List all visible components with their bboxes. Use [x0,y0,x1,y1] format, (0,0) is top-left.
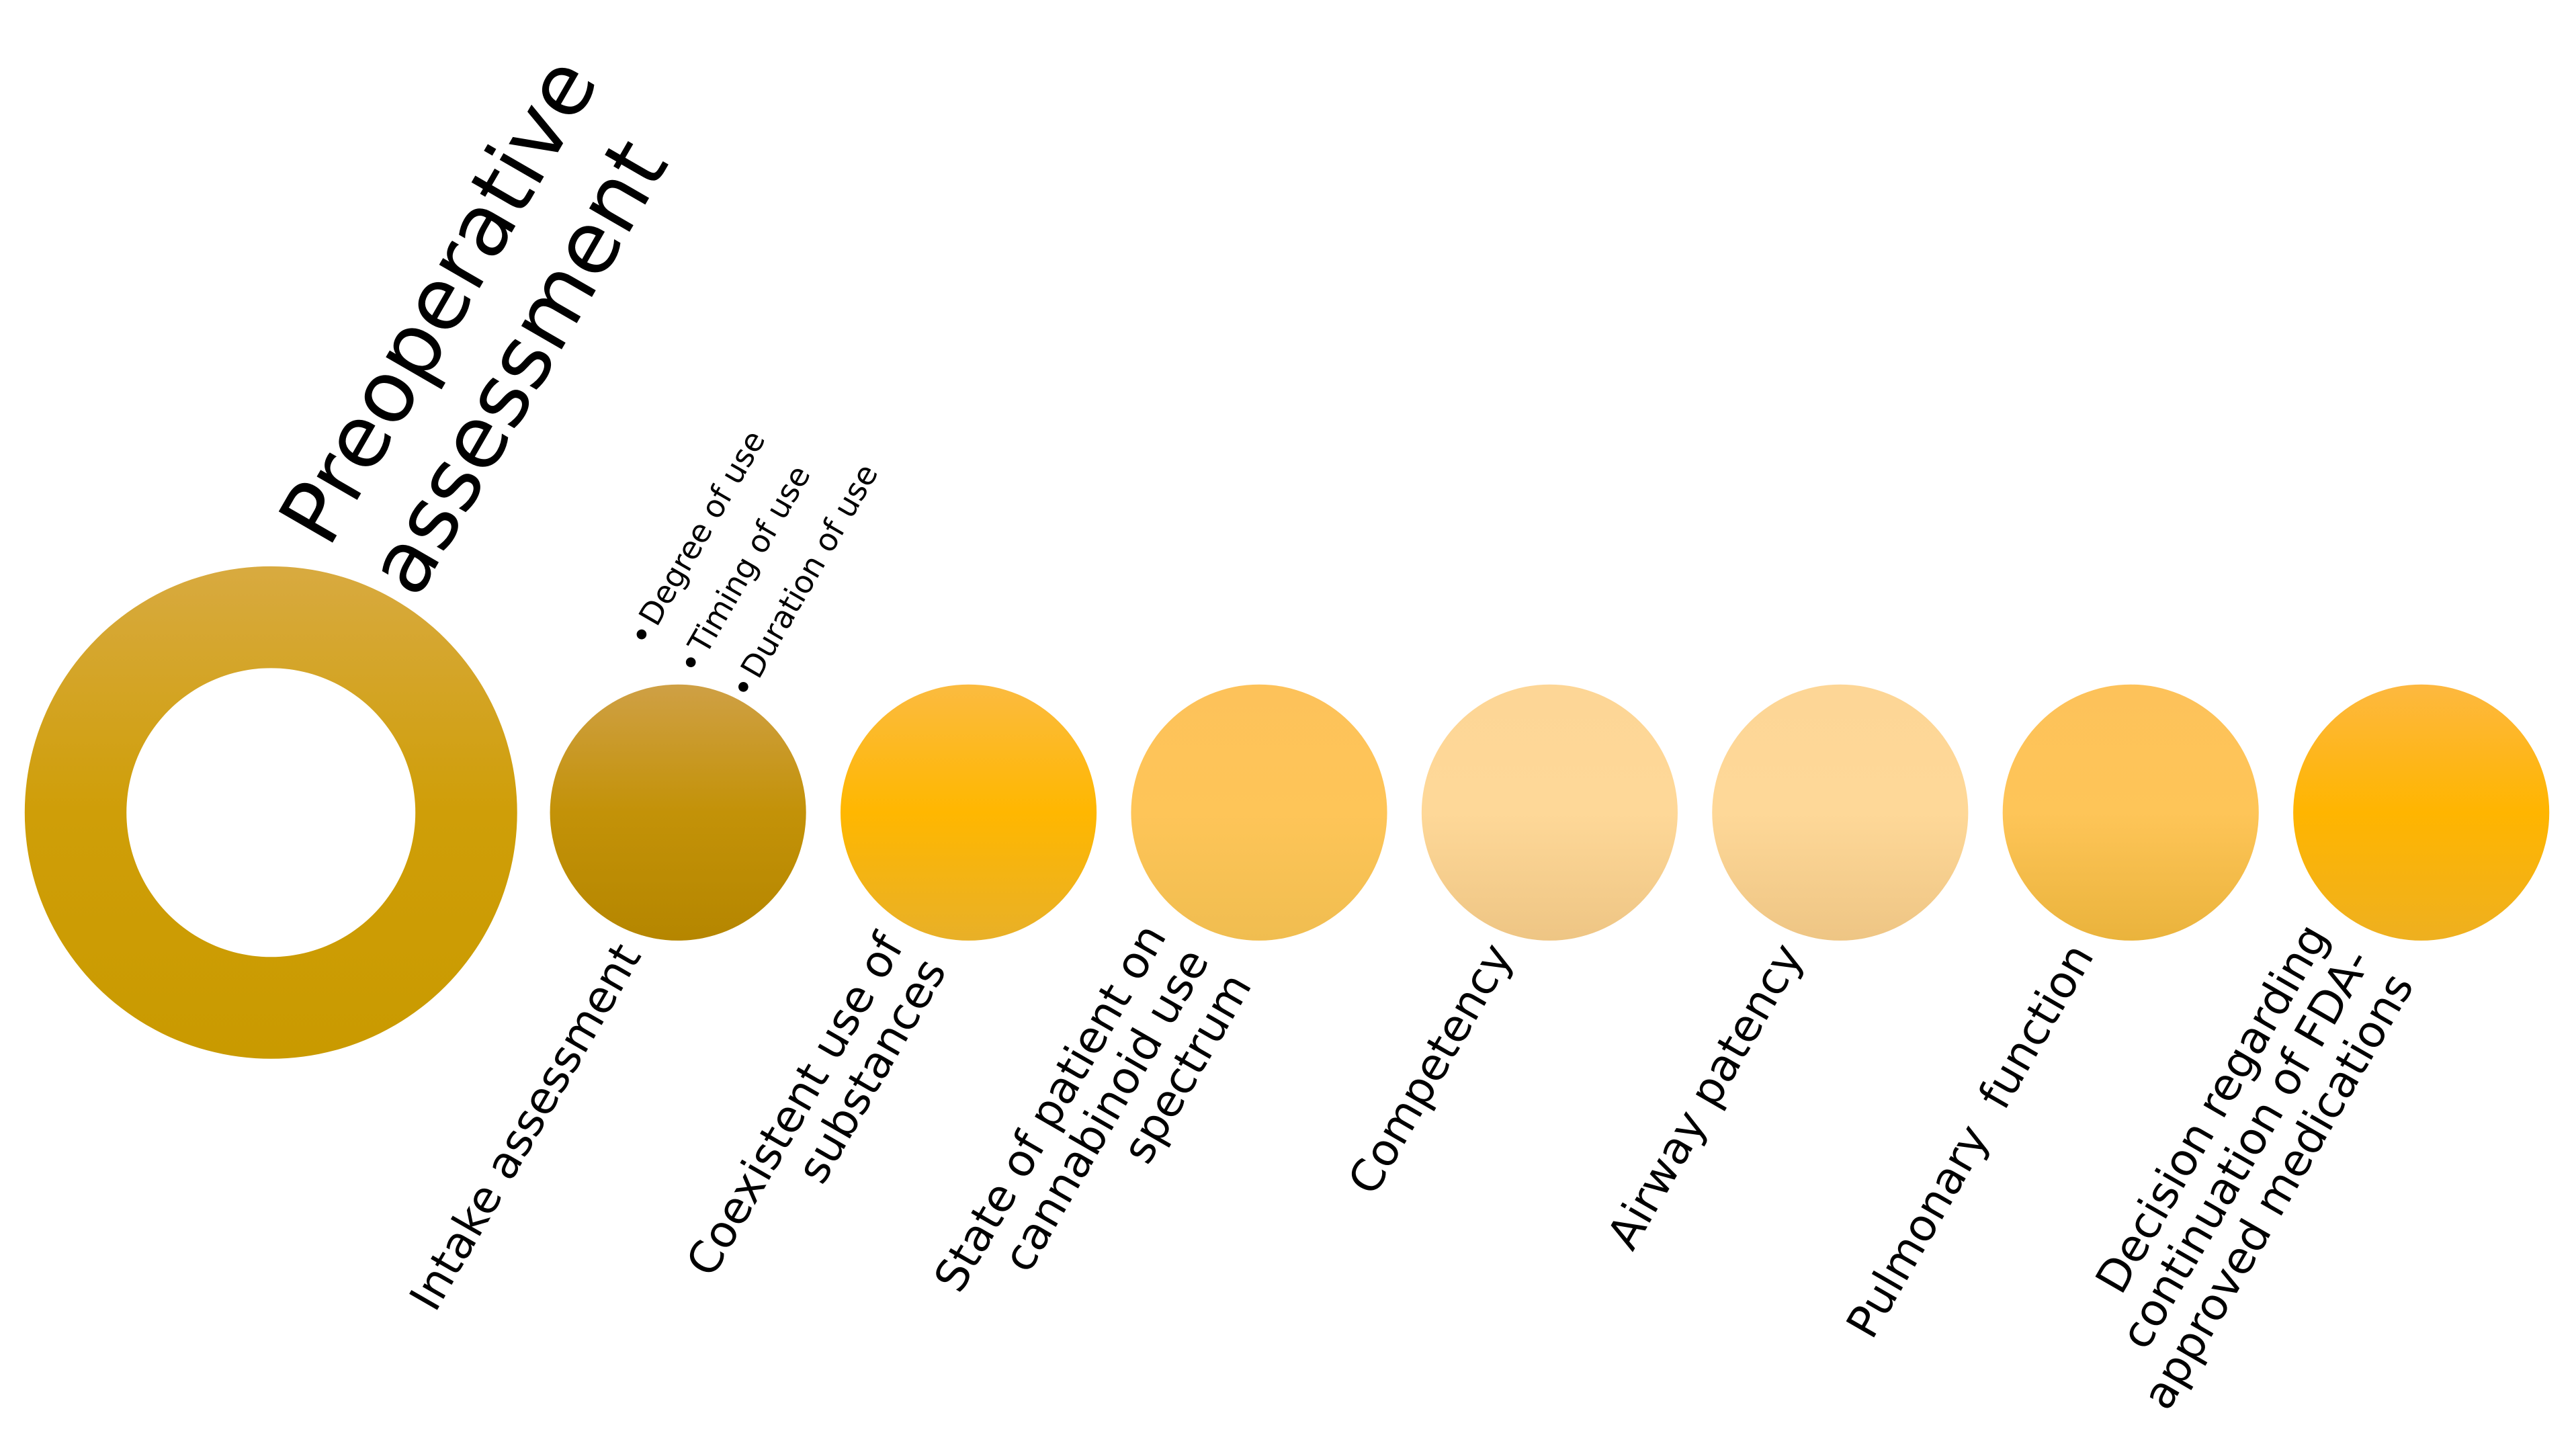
step-circle [2293,684,2550,941]
step-label: Pulmonary function [1836,935,2104,1346]
step-label-line: Competency [1338,935,1523,1203]
bullet-dot [685,657,696,668]
bullet-dot [636,629,647,640]
step-label: Airway patency [1597,935,1813,1258]
step-circle [1421,684,1678,941]
step-circle [2002,684,2259,941]
step-label-line: Pulmonary function [1836,935,2104,1346]
step-label-line: Airway patency [1597,935,1813,1258]
step-circle [1712,684,1969,941]
steps: Intake assessment Coexistent use ofsubsta… [400,684,2550,1418]
step-circle [550,684,806,941]
bullet-dot [738,682,748,692]
main-ring [24,566,517,1059]
step-circle [1131,684,1387,941]
step-circle [840,684,1097,941]
step-label: Competency [1338,935,1523,1203]
